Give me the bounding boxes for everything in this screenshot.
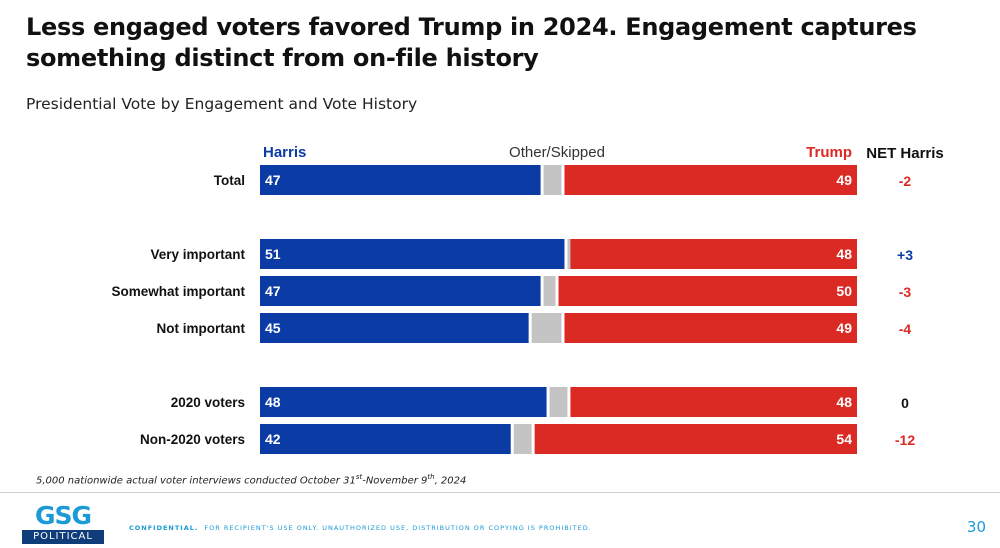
chart-subtitle: Presidential Vote by Engagement and Vote… [26,95,418,113]
bar-harris [260,165,541,195]
net-harris-value: 0 [901,395,909,411]
net-harris-value: -12 [895,432,915,448]
footer-divider [0,492,1000,493]
logo-wordmark: GSG [34,501,92,530]
net-harris-value: -2 [899,173,912,189]
bar-other [549,387,568,417]
value-label-harris: 47 [265,283,281,299]
value-label-harris: 45 [265,320,281,336]
bar-trump [570,239,857,269]
bar-harris [260,313,529,343]
row-label: Total [214,173,245,188]
header-net-harris: NET Harris [866,145,944,162]
bar-trump [564,313,857,343]
bar-harris [260,387,547,417]
header-harris: Harris [263,144,306,161]
value-label-trump: 49 [836,320,852,336]
bar-other [567,239,571,269]
bar-other [543,165,562,195]
net-harris-value: -3 [899,284,912,300]
vote-chart: Harris Other/Skipped Trump NET Harris Total 4… [111,144,944,454]
value-label-harris: 51 [265,246,281,262]
bar-other [531,313,562,343]
bar-other [543,276,556,306]
net-harris-value: +3 [897,247,913,263]
page-title: Less engaged voters favored Trump in 202… [26,13,917,72]
bar-trump [558,276,857,306]
confidential-notice: CONFIDENTIAL. FOR RECIPIENT'S USE ONLY. U… [129,524,592,532]
value-label-trump: 50 [836,283,852,299]
bar-trump [534,424,857,454]
bar-harris [260,424,511,454]
value-label-harris: 47 [265,172,281,188]
bar-harris [260,239,565,269]
row-label: Non-2020 voters [140,432,245,447]
bar-harris [260,276,541,306]
value-label-trump: 54 [836,431,852,447]
footnote: 5,000 nationwide actual voter interviews… [36,473,467,487]
logo-tagline: POLITICAL [22,530,104,544]
row-label: Somewhat important [111,284,245,299]
bar-trump [570,387,857,417]
header-trump: Trump [806,144,852,161]
row-label: 2020 voters [171,395,245,410]
value-label-trump: 49 [836,172,852,188]
value-label-harris: 42 [265,431,281,447]
net-harris-value: -4 [899,321,912,337]
bar-trump [564,165,857,195]
value-label-harris: 48 [265,394,281,410]
bar-other [513,424,532,454]
row-label: Not important [157,321,246,336]
row-label: Very important [150,247,245,262]
page-number: 30 [966,518,986,536]
value-label-trump: 48 [836,246,852,262]
gsg-political-logo: GSG POLITICAL [22,503,104,544]
value-label-trump: 48 [836,394,852,410]
header-other: Other/Skipped [509,144,605,161]
